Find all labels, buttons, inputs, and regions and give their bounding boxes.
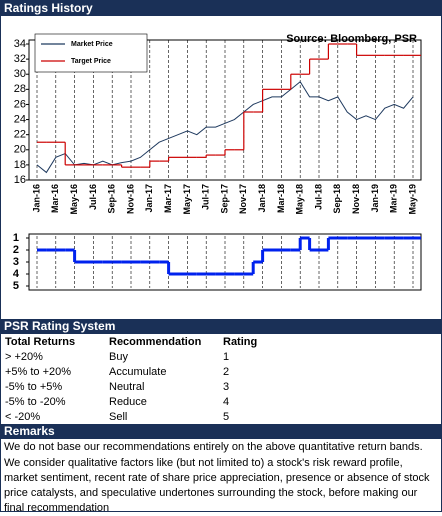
table-cell: 4	[223, 395, 230, 408]
section-header: Ratings History	[1, 1, 441, 16]
table-cell: Sell	[109, 410, 128, 423]
x-tick-label: Jul-16	[88, 184, 98, 210]
table-cell: -5% to -20%	[5, 395, 66, 408]
table-row: < -20% Sell 5	[3, 409, 285, 424]
x-tick-label: May-18	[295, 184, 305, 215]
x-tick-label: Jul-17	[201, 184, 211, 210]
x-tick-label: Mar-18	[276, 184, 286, 213]
table-row: +5% to +20% Accumulate 2	[3, 364, 285, 379]
y-tick-label: 24	[14, 113, 26, 125]
y-tick-label: 20	[14, 144, 26, 156]
legend-label: Market Price	[71, 41, 113, 48]
table-cell: 5	[223, 410, 230, 423]
y-tick-label: 30	[14, 68, 26, 80]
x-tick-label: Mar-17	[163, 184, 173, 213]
column-header: Total Returns	[5, 335, 76, 348]
table-cell: < -20%	[5, 410, 41, 423]
x-tick-label: May-17	[182, 184, 192, 215]
x-tick-label: Sep-18	[332, 184, 342, 214]
table-cell: 2	[223, 365, 230, 378]
line-series	[36, 81, 414, 174]
remark-line: We consider qualitative factors like (bu…	[4, 457, 430, 514]
section-header: Remarks	[1, 424, 441, 439]
table-cell: 3	[223, 380, 230, 393]
y-tick-label: 22	[14, 129, 26, 141]
y-tick-label: 28	[14, 83, 26, 95]
table-header: Total Returns Recommendation Rating	[3, 334, 285, 349]
legend	[34, 33, 148, 73]
table-row: -5% to +5% Neutral 3	[3, 379, 285, 394]
y-tick-label: 18	[14, 159, 26, 171]
x-tick-label: May-19	[407, 184, 417, 215]
table-cell: 1	[223, 350, 230, 363]
section-header: PSR Rating System	[1, 319, 441, 334]
table-row: > +20% Buy 1	[3, 349, 285, 364]
y-tick-label: 5	[13, 280, 19, 292]
y-tick-label: 1	[13, 232, 19, 244]
y-tick-label: 2	[13, 244, 19, 256]
x-tick-label: May-16	[69, 184, 79, 215]
x-tick-label: Sep-16	[107, 184, 117, 214]
x-tick-label: Mar-16	[50, 184, 60, 213]
y-tick-label: 32	[14, 53, 26, 65]
x-tick-label: Jul-18	[313, 184, 323, 210]
x-tick-label: Nov-18	[351, 184, 361, 214]
rating-table: Total Returns Recommendation Rating > +20% B…	[3, 334, 285, 424]
table-cell: -5% to +5%	[5, 380, 63, 393]
column-header: Rating	[223, 335, 258, 348]
y-tick-label: 3	[13, 256, 19, 268]
x-tick-label: Nov-17	[238, 184, 248, 214]
column-header: Recommendation	[109, 335, 202, 348]
remarks: We do not base our recommendations entir…	[1, 439, 441, 516]
x-tick-label: Jan-17	[144, 184, 154, 213]
x-tick-label: Jan-19	[370, 184, 380, 213]
y-tick-label: 34	[14, 38, 26, 50]
table-cell: +5% to +20%	[5, 365, 72, 378]
x-tick-label: Nov-16	[125, 184, 135, 214]
table-cell: > +20%	[5, 350, 43, 363]
table-cell: Accumulate	[109, 365, 167, 378]
table-cell: Neutral	[109, 380, 145, 393]
y-tick-label: 4	[13, 268, 20, 280]
y-tick-label: 16	[14, 174, 26, 186]
annotation: Source: Bloomberg, PSR	[286, 33, 417, 45]
y-tick-label: 26	[14, 98, 26, 110]
x-tick-label: Jan-18	[257, 184, 267, 213]
x-tick-label: Jan-16	[31, 184, 41, 213]
legend-label: Target Price	[71, 58, 111, 65]
x-tick-label: Sep-17	[219, 184, 229, 214]
table-row: -5% to -20% Reduce 4	[3, 394, 285, 409]
table-cell: Reduce	[109, 395, 147, 408]
remark-line: We do not base our recommendations entir…	[4, 441, 423, 453]
x-tick-label: Mar-19	[389, 184, 399, 213]
table-cell: Buy	[109, 350, 128, 363]
